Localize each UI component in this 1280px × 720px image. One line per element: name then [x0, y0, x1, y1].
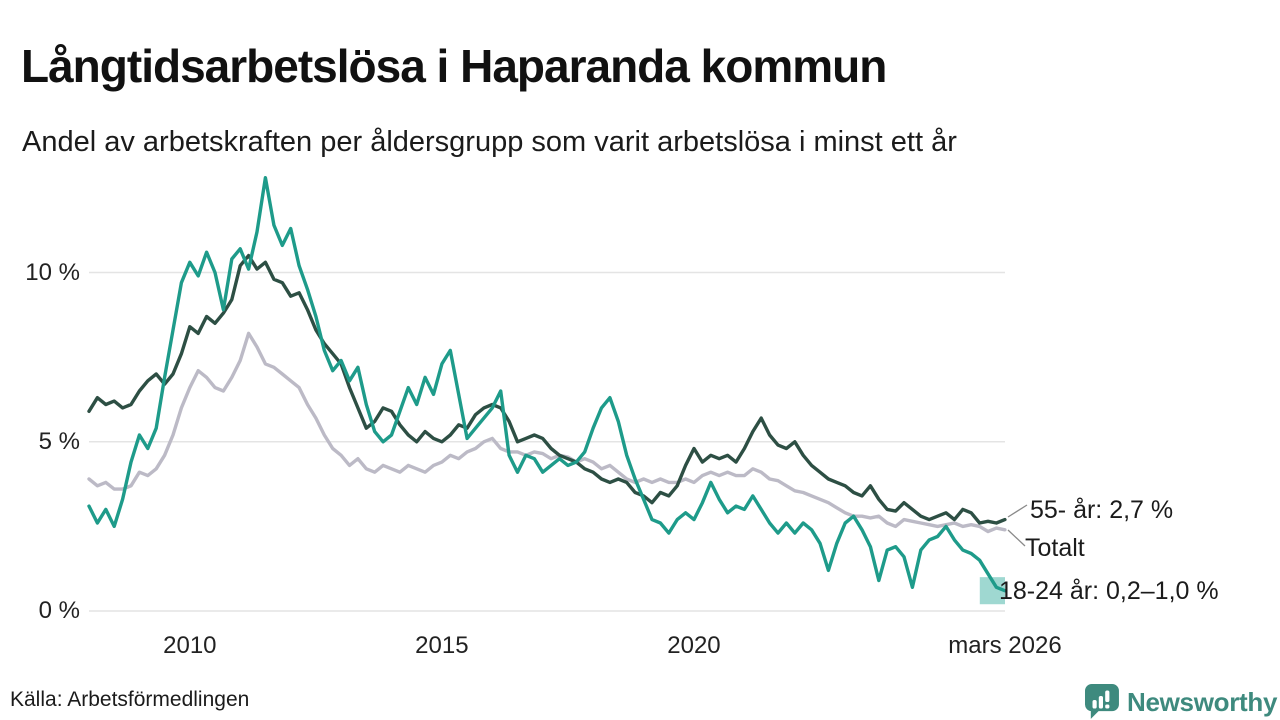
- leader-line-55: [1007, 504, 1028, 518]
- y-axis-tick-10: 10 %: [25, 258, 80, 286]
- source-note: Källa: Arbetsförmedlingen: [10, 688, 250, 711]
- newsworthy-icon: [1085, 684, 1119, 719]
- leader-line-totalt: [1007, 529, 1026, 547]
- y-axis-tick-0: 0 %: [38, 597, 80, 624]
- page-title: Långtidsarbetslösa i Haparanda kommun: [21, 39, 887, 92]
- series-lines: [87, 175, 1007, 593]
- series-end-label-totalt: Totalt: [1025, 534, 1085, 562]
- newsworthy-wordmark: Newsworthy: [1127, 686, 1278, 717]
- x-axis-tick-2010: 2010: [163, 632, 217, 659]
- series-end-label-55: 55- år: 2,7 %: [1030, 496, 1174, 524]
- series-line-18-24-ar: [87, 175, 1007, 593]
- series-end-label-18-24: 18-24 år: 0,2–1,0 %: [999, 577, 1219, 605]
- y-axis-tick-5: 5 %: [38, 427, 80, 455]
- x-axis-tick-2020: 2020: [667, 632, 721, 659]
- page-subtitle: Andel av arbetskraften per åldersgrupp s…: [22, 126, 957, 158]
- series-line-Totalt: [87, 331, 1007, 534]
- newsworthy-logo[interactable]: Newsworthy: [1085, 684, 1277, 720]
- series-line-55--ar: [87, 253, 1007, 525]
- x-axis-tick-mars-2026: mars 2026: [948, 632, 1062, 659]
- x-axis-tick-2015: 2015: [415, 632, 469, 659]
